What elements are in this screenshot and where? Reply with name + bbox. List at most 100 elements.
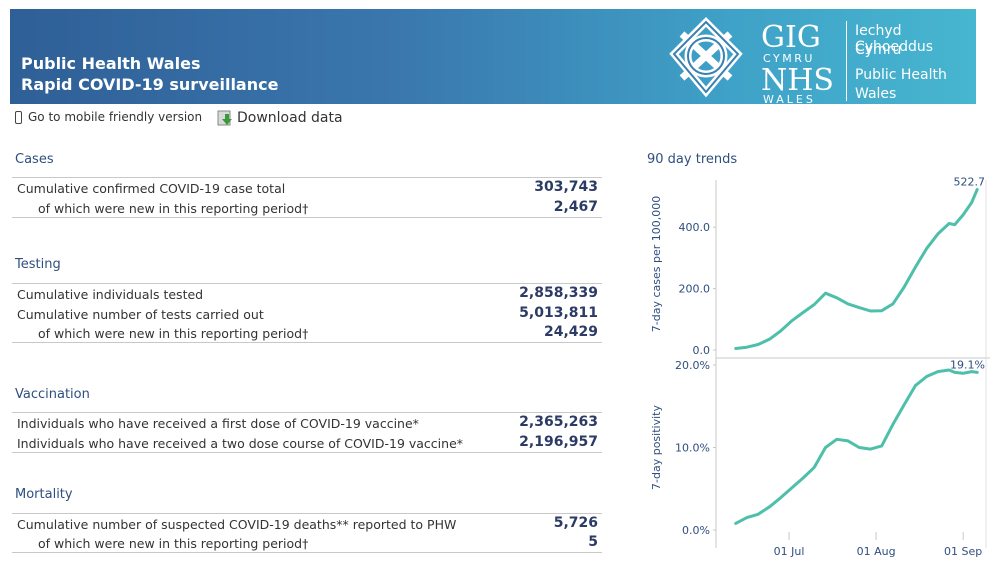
- y-tick-label: 0.0: [693, 344, 711, 357]
- y-tick-label: 0.0%: [682, 524, 710, 537]
- stat-value: 2,858,339: [519, 285, 598, 301]
- end-value-label: 19.1%: [950, 358, 985, 371]
- data-point: [813, 303, 816, 306]
- data-point: [756, 513, 760, 516]
- logo-nhs-text: NHS: [761, 63, 834, 98]
- stat-row-two-dose: Individuals who have received a two dose…: [12, 433, 602, 453]
- data-point: [813, 466, 816, 469]
- testing-section-title: Testing: [15, 257, 61, 272]
- data-point: [756, 343, 760, 346]
- mortality-section-title: Mortality: [15, 487, 73, 502]
- divider: [12, 177, 602, 178]
- divider: [12, 452, 602, 453]
- y-axis-label: 7-day positivity: [650, 405, 663, 490]
- trends-chart: 0.0 200.0 400.0 7-day cases per 100,000 522.…: [650, 175, 990, 558]
- data-point: [891, 423, 895, 426]
- mobile-version-link[interactable]: Go to mobile friendly version: [15, 110, 202, 124]
- data-point: [953, 223, 956, 226]
- data-point: [914, 265, 917, 269]
- stat-label: Cumulative confirmed COVID-19 case total: [17, 181, 286, 196]
- data-point: [925, 375, 928, 378]
- data-point: [903, 285, 906, 289]
- y-tick-label: 200.0: [679, 283, 711, 296]
- logo-gig-text: GIG: [761, 20, 821, 55]
- stat-value: 2,467: [553, 199, 598, 215]
- data-point: [858, 446, 861, 449]
- data-point: [970, 201, 973, 204]
- cases-section-title: Cases: [15, 152, 54, 167]
- data-point: [779, 329, 782, 333]
- data-point: [846, 302, 850, 306]
- stat-row-cases-total: Cumulative confirmed COVID-19 case total…: [12, 178, 602, 198]
- cases-rate-chart: 0.0 200.0 400.0 7-day cases per 100,000 522.…: [650, 175, 985, 357]
- divider: [12, 412, 602, 413]
- x-tick-label: 01 Aug: [857, 545, 896, 558]
- page-subtitle: Rapid COVID-19 surveillance: [21, 75, 279, 94]
- divider: [12, 283, 602, 284]
- download-data-button[interactable]: Download data: [217, 110, 343, 126]
- stat-label: of which were new in this reporting peri…: [38, 536, 309, 551]
- stat-value: 5: [588, 534, 598, 550]
- divider: [12, 342, 602, 343]
- x-tick-label: 01 Jul: [774, 545, 805, 558]
- data-point: [734, 522, 737, 525]
- stat-value: 5,013,811: [519, 305, 598, 321]
- series-line: [734, 368, 979, 525]
- data-point: [835, 438, 838, 441]
- x-tick-label: 01 Sep: [944, 545, 982, 558]
- data-point: [925, 247, 928, 250]
- logo-english-line1: Public Health: [855, 67, 947, 83]
- stat-label: Cumulative number of suspected COVID-19 …: [17, 517, 457, 532]
- logo-cymru-text: CYMRU: [763, 52, 815, 65]
- data-point: [824, 292, 827, 295]
- data-point: [947, 222, 951, 225]
- divider: [12, 552, 602, 553]
- data-point: [768, 338, 771, 341]
- data-point: [768, 505, 771, 509]
- stat-row-individuals-tested: Cumulative individuals tested 2,858,339: [12, 284, 602, 304]
- data-point: [869, 309, 872, 313]
- data-point: [903, 403, 906, 406]
- download-icon: [217, 110, 232, 126]
- stat-label: Cumulative individuals tested: [17, 287, 204, 302]
- stat-label: Cumulative number of tests carried out: [17, 307, 264, 322]
- data-point: [858, 306, 861, 309]
- stat-value: 2,196,957: [519, 434, 598, 450]
- data-point: [976, 371, 979, 374]
- data-point: [891, 302, 895, 306]
- y-axis-label: 7-day cases per 100,000: [650, 196, 663, 332]
- data-point: [936, 370, 940, 373]
- data-point: [801, 311, 805, 314]
- stat-row-deaths-new: of which were new in this reporting peri…: [12, 533, 602, 553]
- data-point: [914, 384, 917, 387]
- stat-row-cases-new: of which were new in this reporting peri…: [12, 198, 602, 218]
- data-point: [976, 188, 979, 191]
- data-point: [790, 486, 793, 490]
- logo-divider: [846, 21, 847, 101]
- download-data-label: Download data: [237, 110, 343, 126]
- series-line: [734, 188, 979, 350]
- data-point: [869, 447, 872, 451]
- data-point: [734, 347, 737, 350]
- logo-wales-text: WALES: [763, 93, 816, 103]
- end-value-label: 522.7: [954, 175, 986, 188]
- data-point: [801, 476, 805, 480]
- data-point: [947, 368, 951, 372]
- data-point: [745, 516, 749, 519]
- y-tick-label: 400.0: [679, 221, 711, 234]
- divider: [12, 217, 602, 218]
- logo-welsh-line1: Iechyd Cyhoeddus: [855, 23, 934, 55]
- data-point: [745, 346, 749, 349]
- stat-label: of which were new in this reporting peri…: [38, 326, 309, 341]
- stat-label: Individuals who have received a first do…: [17, 416, 419, 431]
- logo-welsh-line2: Cymru: [855, 42, 902, 58]
- logo-english-line2: Wales: [855, 86, 897, 102]
- vaccination-section-title: Vaccination: [15, 387, 90, 402]
- data-point: [779, 496, 782, 499]
- data-point: [936, 232, 940, 236]
- data-point: [961, 372, 965, 375]
- stat-value: 2,365,263: [519, 414, 598, 430]
- data-point: [953, 371, 956, 374]
- data-point: [880, 444, 883, 448]
- stat-label: Individuals who have received a two dose…: [17, 436, 464, 451]
